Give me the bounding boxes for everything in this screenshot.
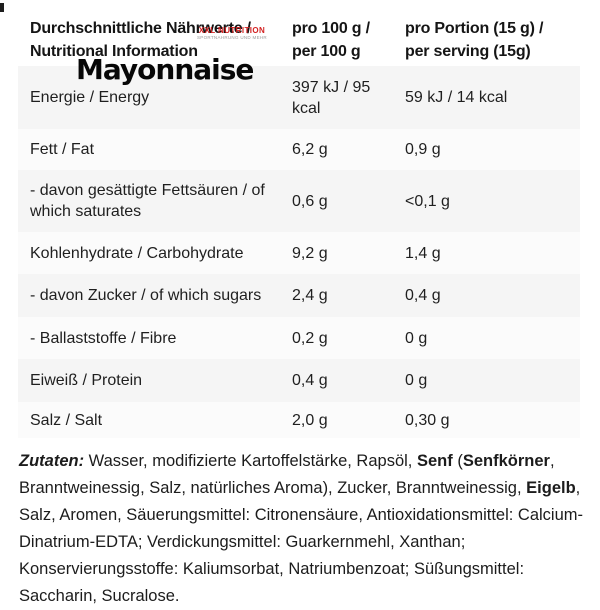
row-label: - Ballaststoffe / Fibre (30, 329, 177, 347)
ingredients-segment: Zutaten: (19, 451, 85, 470)
value-per-100g: 0,2 g (292, 329, 328, 347)
nutrition-table: Energie / Energy 397 kJ / 95 kcal 59 kJ / … (18, 66, 580, 438)
product-title: Mayonnaise (76, 53, 254, 86)
ingredients-segment: ( (452, 451, 463, 470)
value-per-portion: 1,4 g (405, 244, 441, 262)
table-row: Kohlenhydrate / Carbohydrate 9,2 g 1,4 g (18, 232, 580, 274)
header-line-de: Durchschnittliche Nährwerte / (30, 20, 251, 37)
header-per100-de: pro 100 g / (292, 20, 370, 37)
header-line-en: Nutritional Information (30, 43, 198, 60)
table-header-nutrition: Durchschnittliche Nährwerte / Nutritiona… (30, 17, 251, 63)
row-label: - davon Zucker / of which sugars (30, 287, 262, 304)
value-per-portion: 0,4 g (405, 287, 441, 304)
table-row: - Ballaststoffe / Fibre 0,2 g 0 g (18, 317, 580, 359)
value-per-100g: 397 kJ / 95 kcal (292, 78, 371, 117)
row-label: Energie / Energy (30, 89, 150, 106)
table-row: Salz / Salt 2,0 g 0,30 g (18, 402, 580, 438)
row-label: Eiweiß / Protein (30, 372, 143, 389)
header-portion-de: pro Portion (15 g) / (405, 20, 544, 37)
table-row: - davon Zucker / of which sugars 2,4 g 0,4… (18, 274, 580, 317)
value-per-portion: 0,9 g (405, 141, 441, 158)
value-per-100g: 0,6 g (292, 192, 328, 210)
value-per-portion: 0 g (405, 372, 428, 389)
value-per-100g: 2,0 g (292, 411, 328, 429)
value-per-100g: 2,4 g (292, 287, 328, 304)
ingredients-text: Zutaten: Wasser, modifizierte Kartoffels… (19, 448, 587, 610)
header-portion-en: per serving (15g) (405, 43, 531, 60)
value-per-100g: 9,2 g (292, 244, 328, 262)
header-per100-en: per 100 g (292, 43, 361, 60)
value-per-portion: 0 g (405, 329, 428, 347)
ingredients-segment: , Branntweinessig, Salz, natürliches Aro… (19, 451, 555, 497)
table-row: - davon gesättigte Fettsäuren / of which… (18, 170, 580, 232)
ingredients-segment: , Salz, Aromen, Säuerungsmittel: Citrone… (19, 478, 584, 605)
table-header-per100: pro 100 g / per 100 g (292, 17, 370, 63)
ingredients-segment: Senf (416, 451, 453, 470)
table-row: Fett / Fat 6,2 g 0,9 g (18, 129, 580, 170)
row-label: Fett / Fat (30, 141, 95, 158)
table-header-portion: pro Portion (15 g) / per serving (15g) (405, 17, 543, 63)
row-label: - davon gesättigte Fettsäuren / of which… (30, 182, 265, 220)
edge-artifact (0, 3, 4, 12)
value-per-portion: <0,1 g (405, 192, 450, 210)
value-per-portion: 59 kJ / 14 kcal (405, 89, 508, 106)
ingredients-segment: Senfkörner (462, 451, 550, 470)
ingredients-segment: Eigelb (526, 478, 576, 497)
table-row: Eiweiß / Protein 0,4 g 0 g (18, 359, 580, 402)
value-per-portion: 0,30 g (405, 411, 450, 429)
value-per-100g: 0,4 g (292, 372, 328, 389)
table-row: Energie / Energy 397 kJ / 95 kcal 59 kJ / … (18, 66, 580, 129)
row-label: Salz / Salt (30, 411, 103, 429)
value-per-100g: 6,2 g (292, 141, 328, 158)
ingredients-segment: Wasser, modifizierte Kartoffelstärke, Ra… (84, 451, 417, 470)
row-label: Kohlenhydrate / Carbohydrate (30, 244, 244, 262)
